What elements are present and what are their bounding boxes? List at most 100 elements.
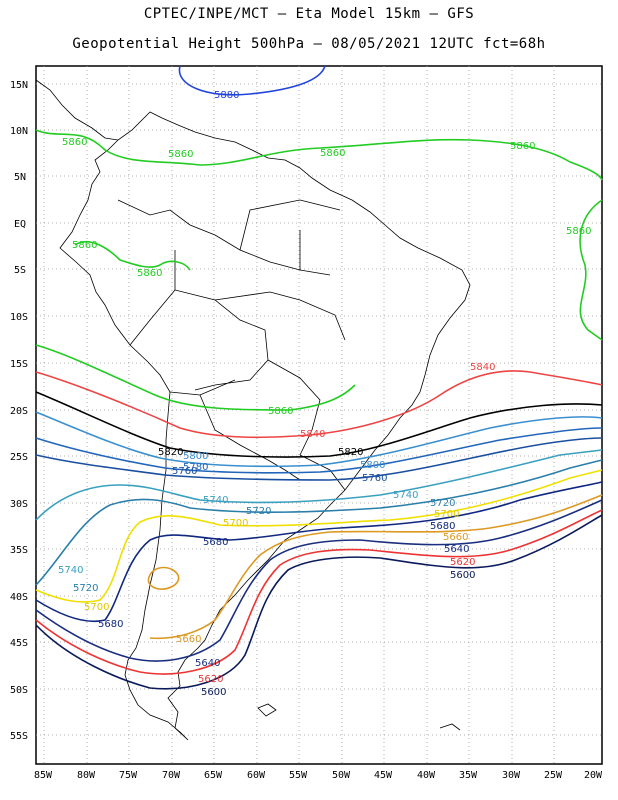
- lon-label: 20W: [584, 770, 603, 781]
- lon-label: 35W: [459, 770, 478, 781]
- south-georgia: [439, 723, 461, 731]
- contour-label: 5640: [444, 544, 469, 555]
- lat-label: 55S: [10, 731, 28, 742]
- lat-label: 40S: [10, 592, 28, 603]
- contour-label: 5720: [73, 583, 98, 594]
- contour-label: 5700: [84, 602, 109, 613]
- lat-label: 15S: [10, 359, 28, 370]
- chart-title-line1: CPTEC/INPE/MCT – Eta Model 15km – GFS: [143, 6, 475, 22]
- lat-label: 50S: [10, 685, 28, 696]
- lat-label: 5S: [14, 265, 26, 276]
- contour-5820: [35, 391, 603, 458]
- plot-frame: [35, 65, 603, 765]
- contour-label: 5840: [470, 362, 495, 373]
- contour-label: 5680: [430, 521, 455, 532]
- contour-lines: [35, 65, 603, 690]
- lat-label: 30S: [10, 499, 28, 510]
- contour-label: 5800: [183, 451, 208, 462]
- contour-label: 5820: [158, 447, 183, 458]
- contour-label: 5760: [172, 466, 197, 477]
- contour-label: 5660: [443, 532, 468, 543]
- contour-5780: [35, 427, 603, 474]
- contour-label: 5660: [176, 634, 201, 645]
- lon-label: 85W: [34, 770, 53, 781]
- lat-label: 10S: [10, 312, 28, 323]
- lon-label: 70W: [162, 770, 181, 781]
- lon-label: 60W: [247, 770, 266, 781]
- contour-label: 5700: [434, 509, 459, 520]
- contour-5700: [35, 469, 603, 603]
- contour-label: 5740: [393, 490, 418, 501]
- contour-label: 5880: [214, 90, 239, 101]
- lon-label: 25W: [544, 770, 563, 781]
- contour-label: 5600: [201, 687, 226, 698]
- lat-label: 5N: [14, 172, 26, 183]
- lat-label: 45S: [10, 638, 28, 649]
- lat-label: EQ: [14, 219, 26, 230]
- lon-label: 80W: [77, 770, 96, 781]
- contour-5660: [149, 494, 603, 640]
- contour-label: 5800: [360, 460, 385, 471]
- contour-5640: [35, 499, 603, 662]
- contour-5860-closed: [579, 199, 603, 341]
- lat-label: 20S: [10, 406, 28, 417]
- contour-5860-amazon: [74, 240, 191, 271]
- contour-5880: [178, 65, 326, 96]
- contour-label: 5640: [195, 658, 220, 669]
- lon-label: 65W: [204, 770, 223, 781]
- contour-label: 5680: [203, 537, 228, 548]
- contour-label: 5860: [510, 141, 535, 152]
- lon-label: 40W: [417, 770, 436, 781]
- contour-label: 5860: [72, 240, 97, 251]
- contour-label: 5740: [58, 565, 83, 576]
- lon-label: 50W: [332, 770, 351, 781]
- contour-label: 5780: [183, 462, 208, 473]
- contour-label: 5760: [362, 473, 387, 484]
- contour-5680: [35, 481, 603, 623]
- contour-label: 5860: [566, 226, 591, 237]
- contour-5860-north: [35, 129, 603, 181]
- contour-label: 5860: [168, 149, 193, 160]
- chart-title-line2: Geopotential Height 500hPa – 08/05/2021 …: [72, 36, 546, 52]
- contour-5860-south: [35, 344, 356, 411]
- contour-5760: [35, 437, 603, 481]
- contour-label: 5620: [198, 674, 223, 685]
- lon-label: 55W: [289, 770, 308, 781]
- falkland-islands: [257, 703, 277, 717]
- contour-label: 5740: [203, 495, 228, 506]
- contour-5600: [35, 514, 603, 690]
- contour-5660-closed: [147, 566, 180, 590]
- contour-label: 5860: [320, 148, 345, 159]
- contour-label: 5680: [98, 619, 123, 630]
- contour-label: 5840: [300, 429, 325, 440]
- south-america-outline: [59, 111, 471, 741]
- lat-label: 25S: [10, 452, 28, 463]
- lon-label: 30W: [502, 770, 521, 781]
- contour-5840: [35, 370, 603, 439]
- contour-label: 5720: [430, 498, 455, 509]
- lat-label: 10N: [10, 126, 28, 137]
- contour-label: 5860: [268, 406, 293, 417]
- lat-lon-grid: [36, 66, 602, 764]
- contour-label: 5860: [62, 137, 87, 148]
- lat-label: 35S: [10, 545, 28, 556]
- contour-5740: [35, 449, 603, 521]
- longitude-labels: 85W 80W 75W 70W 65W 60W 55W 50W 45W 40W …: [34, 770, 603, 781]
- contour-labels: 5880 5860 5860 5860 5860 5860 5860 5860 …: [58, 90, 591, 698]
- contour-5800: [35, 411, 603, 468]
- country-borders: [117, 199, 346, 491]
- contour-5620: [35, 509, 603, 675]
- central-america-outline: [35, 79, 119, 141]
- lon-label: 45W: [374, 770, 393, 781]
- coastline: [35, 79, 471, 741]
- contour-label: 5820: [338, 447, 363, 458]
- latitude-labels: 15N 10N 5N EQ 5S 10S 15S 20S 25S 30S 35S…: [10, 80, 28, 742]
- contour-label: 5600: [450, 570, 475, 581]
- contour-5720: [35, 459, 603, 586]
- contour-label: 5620: [450, 557, 475, 568]
- lat-label: 15N: [10, 80, 28, 91]
- contour-label: 5700: [223, 518, 248, 529]
- lon-label: 75W: [119, 770, 138, 781]
- contour-label: 5860: [137, 268, 162, 279]
